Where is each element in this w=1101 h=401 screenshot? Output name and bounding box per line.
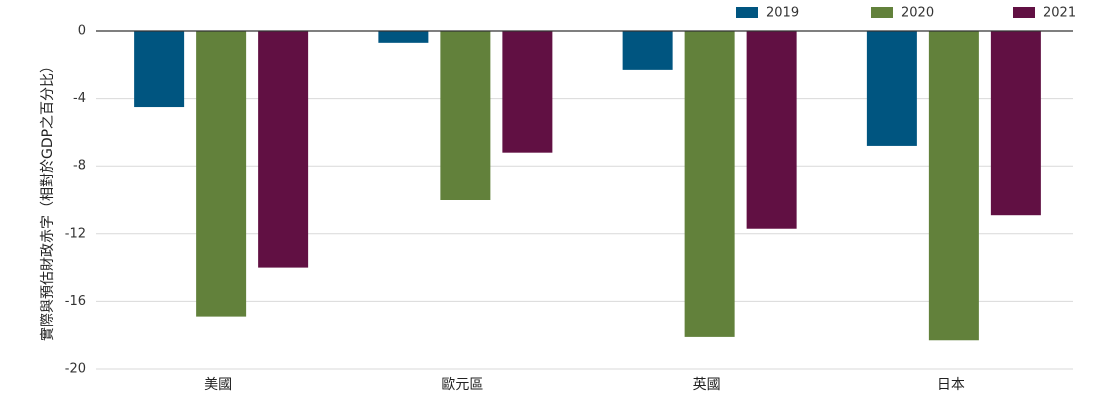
y-tick-label: -4 xyxy=(73,91,86,106)
category-label: 英國 xyxy=(693,376,721,393)
legend-swatch-2019 xyxy=(736,7,758,18)
bar-2021-3 xyxy=(746,31,797,229)
category-label: 歐元區 xyxy=(441,377,483,393)
legend-label: 2019 xyxy=(766,6,799,21)
y-tick-labels: 0 -4 -8 -12 -16 -20 xyxy=(65,24,86,377)
category-label: 日本 xyxy=(937,377,965,393)
y-tick-label: 0 xyxy=(78,24,86,39)
bar-2019-2 xyxy=(378,31,429,43)
y-tick-label: -12 xyxy=(65,226,86,241)
legend-label: 2021 xyxy=(1043,6,1076,21)
bar-2020-3 xyxy=(684,31,735,337)
bar-2021-1 xyxy=(258,31,309,268)
bar-2020-2 xyxy=(440,31,491,200)
bar-2020-1 xyxy=(196,31,247,317)
bar-2019-1 xyxy=(134,31,185,108)
bar-2020-4 xyxy=(928,31,979,341)
bar-2021-2 xyxy=(502,31,553,153)
bar-2019-4 xyxy=(866,31,917,146)
y-tick-label: -20 xyxy=(65,362,86,377)
legend: 2019 2020 2021 xyxy=(736,6,1076,21)
legend-label: 2020 xyxy=(901,6,934,21)
bars xyxy=(134,31,1041,341)
category-label: 美國 xyxy=(204,377,232,393)
legend-swatch-2020 xyxy=(871,7,893,18)
bar-2021-4 xyxy=(990,31,1041,216)
category-labels: 美國 歐元區 英國 日本 xyxy=(204,376,965,393)
zero-line xyxy=(96,30,1073,370)
y-tick-label: -16 xyxy=(65,294,86,309)
y-tick-label: -8 xyxy=(73,159,86,174)
y-axis-label: 實際與預估財政赤字（相對於GDP之百分比） xyxy=(39,59,56,341)
bar-2019-3 xyxy=(622,31,673,70)
legend-swatch-2021 xyxy=(1013,7,1035,18)
